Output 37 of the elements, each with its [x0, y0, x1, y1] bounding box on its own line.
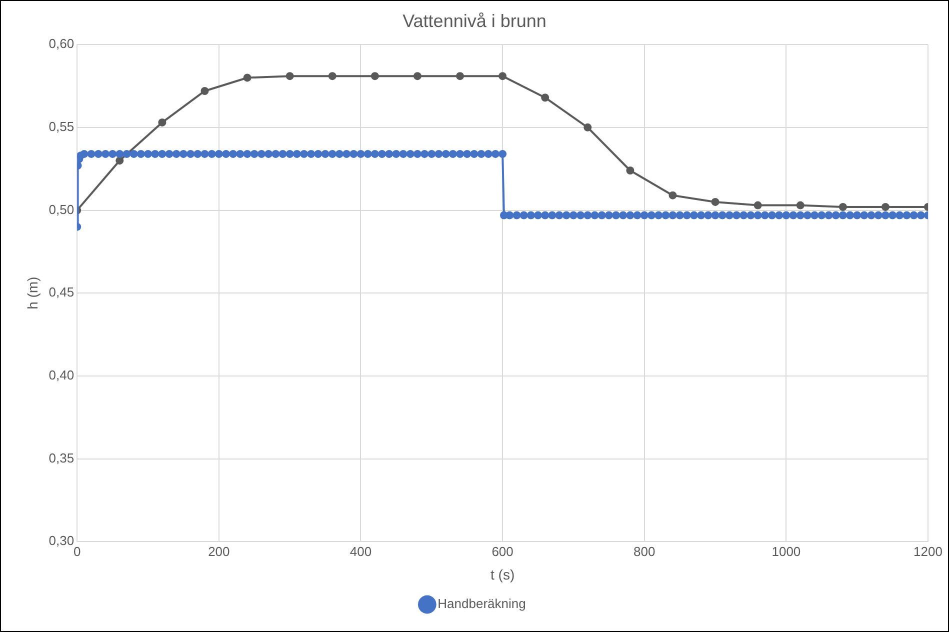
point [286, 72, 294, 80]
chart-title: Vattennivå i brunn [402, 10, 546, 31]
point [413, 72, 422, 80]
y-tick-label: 0,50 [48, 202, 74, 217]
point [754, 201, 762, 210]
point [711, 198, 720, 206]
y-tick-label: 0,40 [48, 368, 74, 383]
x-tick-label: 0 [73, 544, 81, 559]
point [200, 86, 209, 95]
point [116, 156, 124, 165]
point [370, 72, 379, 80]
point [584, 123, 592, 132]
x-tick-label: 600 [492, 544, 514, 559]
point [328, 72, 336, 80]
point [541, 94, 550, 102]
x-tick-label: 400 [350, 544, 372, 559]
x-axis-title: t (s) [490, 566, 515, 582]
x-tick-label: 1000 [772, 544, 801, 559]
point [626, 166, 634, 175]
point [796, 201, 804, 210]
y-tick-label: 0,35 [48, 450, 74, 466]
point [243, 74, 252, 82]
y-tick-label: 0,45 [48, 284, 74, 300]
point [158, 118, 166, 126]
y-tick-label: 0,30 [48, 533, 74, 548]
y-tick-label: 0,55 [48, 119, 74, 134]
point [498, 72, 507, 80]
y-tick-label: 0,60 [48, 36, 74, 52]
point [838, 202, 847, 211]
point [881, 202, 890, 211]
x-tick-label: 200 [208, 544, 230, 559]
point [668, 191, 677, 200]
point [456, 72, 464, 80]
y-axis-title: h (m) [24, 276, 40, 310]
x-tick-label: 1200 [914, 544, 942, 559]
legend-label: Handberäkning [438, 596, 526, 612]
x-tick-label: 800 [634, 544, 656, 559]
